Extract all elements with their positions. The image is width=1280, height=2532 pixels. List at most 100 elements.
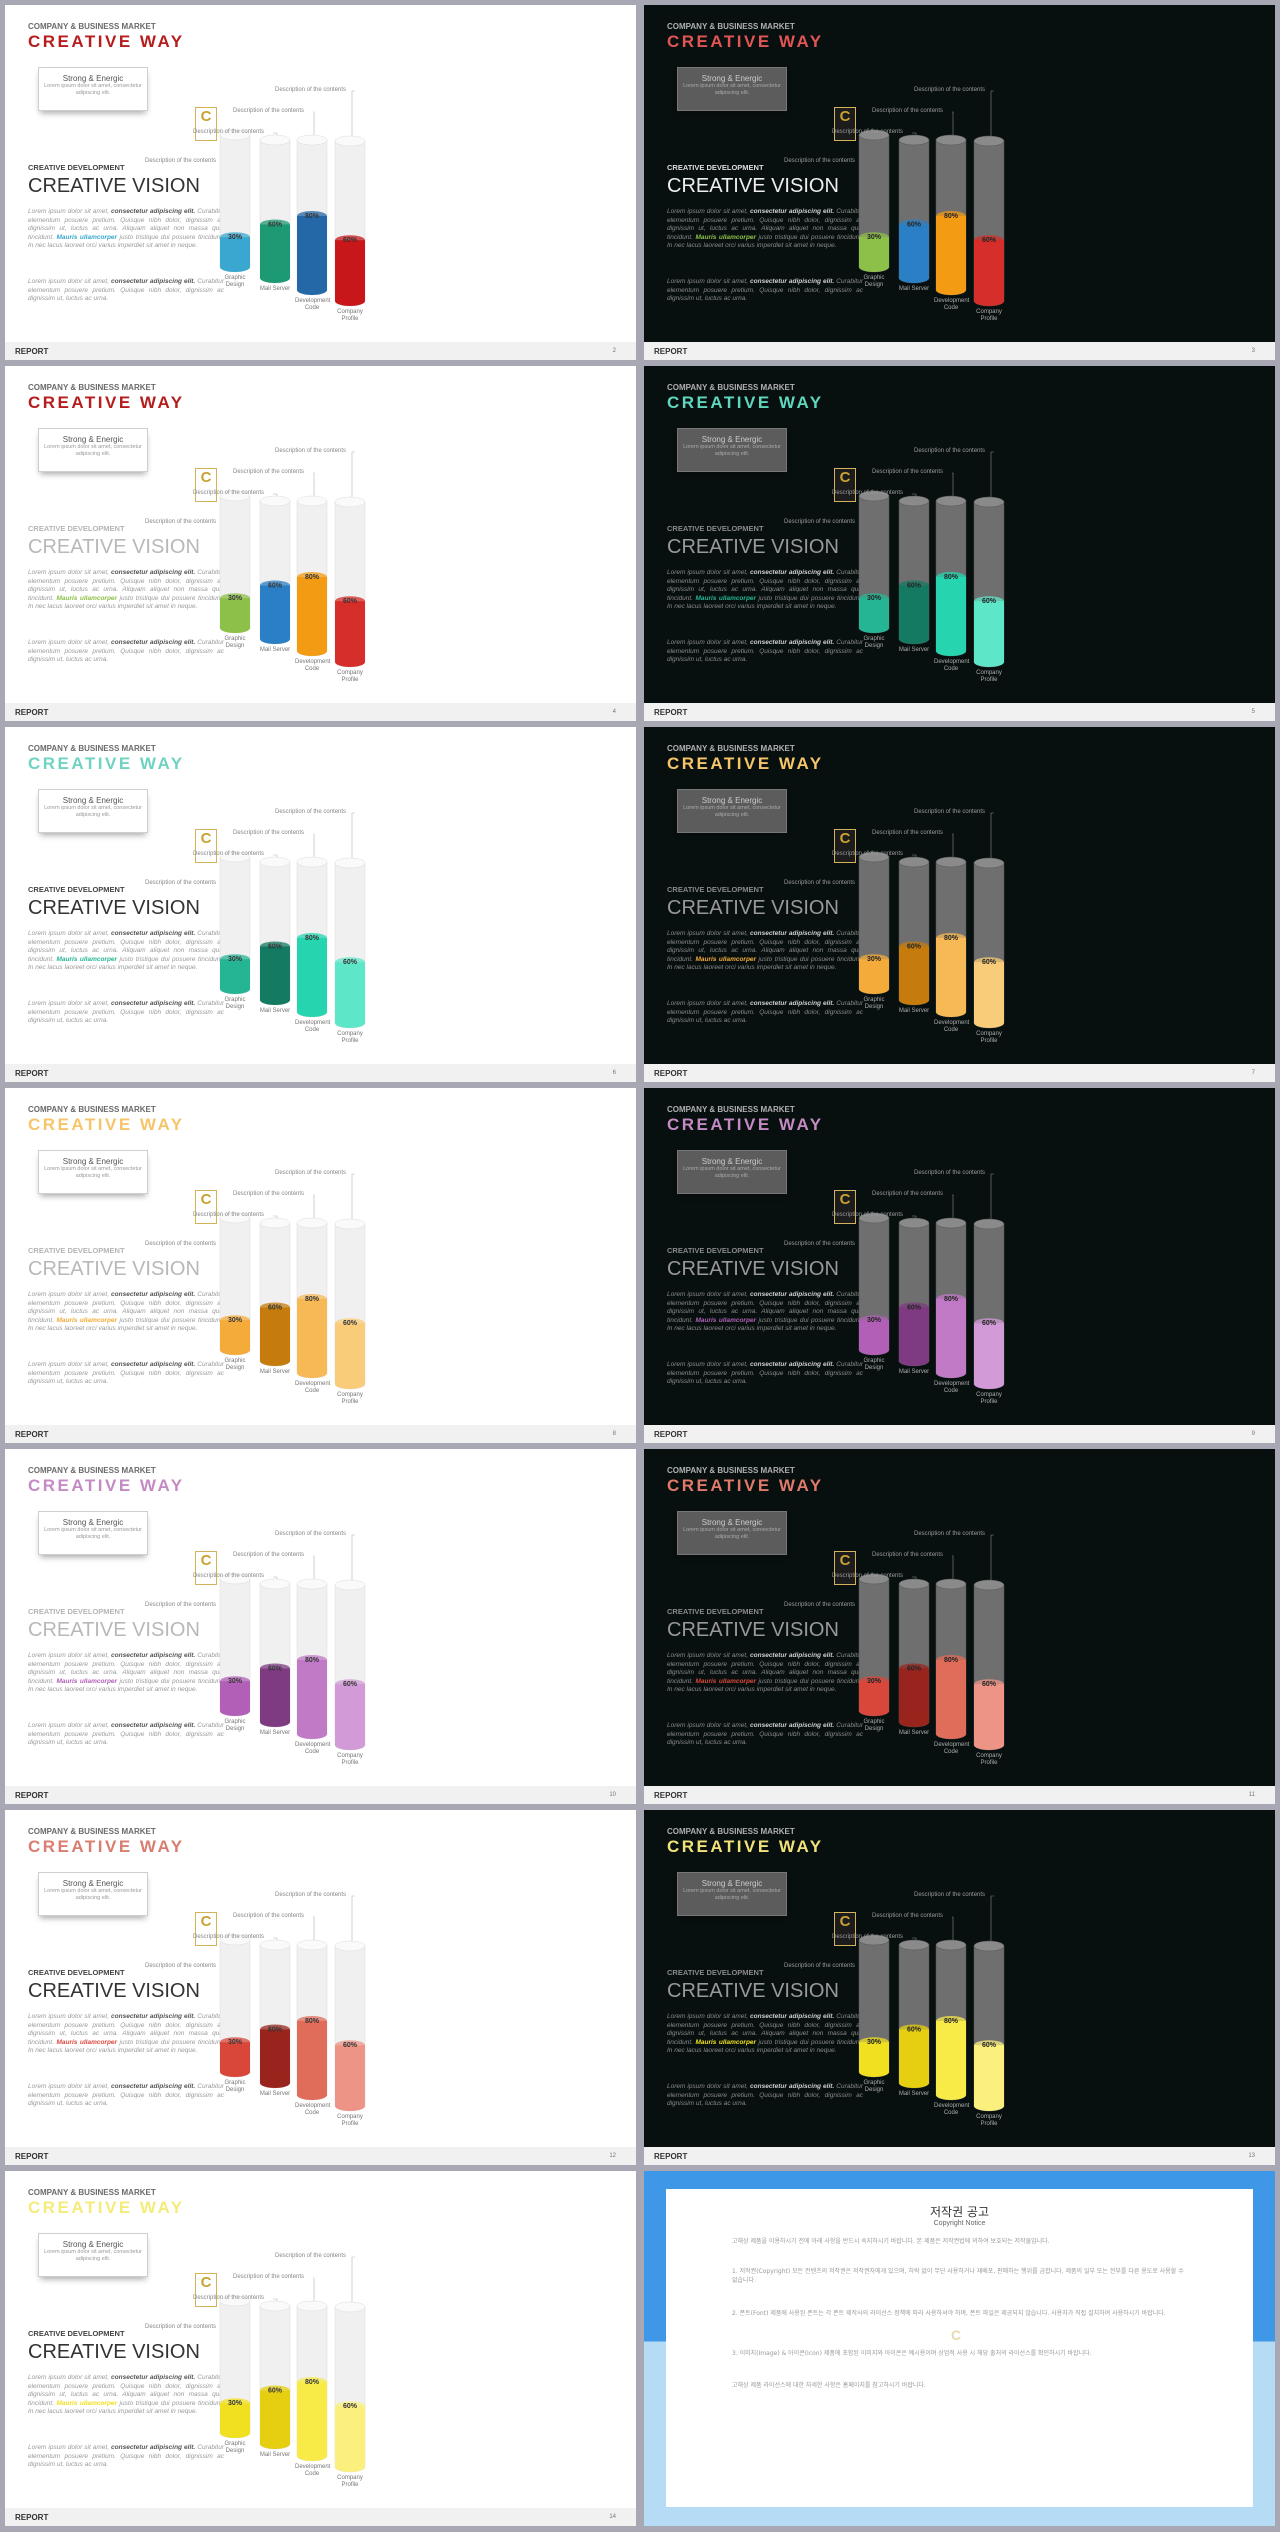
slide-8[interactable]: COMPANY & BUSINESS MARKET CREATIVE WAY Str… bbox=[5, 1088, 636, 1443]
cylinder-1: 30% bbox=[858, 1934, 890, 2078]
slide-12[interactable]: COMPANY & BUSINESS MARKET CREATIVE WAY Str… bbox=[5, 1810, 636, 2165]
cylinder-1: 30% bbox=[219, 851, 251, 995]
slide-14[interactable]: COMPANY & BUSINESS MARKET CREATIVE WAY Str… bbox=[5, 2171, 636, 2526]
cylinder-fill-base bbox=[297, 1007, 327, 1017]
cylinder-fill bbox=[260, 946, 290, 1000]
cylinder-top bbox=[858, 129, 890, 141]
cylinder-fill-base bbox=[335, 2462, 365, 2472]
cylinder-fill bbox=[260, 1668, 290, 1722]
slide-4[interactable]: COMPANY & BUSINESS MARKET CREATIVE WAY Str… bbox=[5, 366, 636, 721]
slide-footer: REPORT 3 bbox=[644, 342, 1275, 360]
cylinder-top bbox=[935, 495, 967, 507]
category-label: Development Code bbox=[934, 1381, 970, 1394]
value-label: 30% bbox=[867, 234, 882, 241]
slide-13[interactable]: COMPANY & BUSINESS MARKET CREATIVE WAY Str… bbox=[644, 1810, 1275, 2165]
para-text: Lorem ipsum dolor sit amet, bbox=[28, 2013, 112, 2020]
para-bold: consectetur adipiscing elit. bbox=[111, 1291, 196, 1298]
para-text: Curabitur elementum posuere pretium. Qui… bbox=[667, 2013, 863, 2046]
description-label: Description of the contents bbox=[193, 1934, 265, 1940]
slide-6[interactable]: COMPANY & BUSINESS MARKET CREATIVE WAY Str… bbox=[5, 727, 636, 1082]
value-label: 80% bbox=[305, 2018, 320, 2025]
cylinder-top bbox=[898, 134, 930, 146]
slide-3[interactable]: COMPANY & BUSINESS MARKET CREATIVE WAY Str… bbox=[644, 5, 1275, 360]
cylinder-top bbox=[259, 2300, 291, 2312]
description-label: Description of the contents bbox=[784, 519, 856, 525]
cylinder-fill bbox=[974, 1684, 1004, 1745]
description-label: Description of the contents bbox=[914, 87, 986, 93]
slide-footer: REPORT 5 bbox=[644, 703, 1275, 721]
cylinder-fill-base bbox=[335, 296, 365, 306]
cylinder-4: 60% bbox=[973, 451, 1005, 668]
para-text: Curabitur elementum posuere pretium. Qui… bbox=[667, 1722, 863, 1746]
leader-line bbox=[990, 90, 994, 139]
para-text: Curabitur elementum posuere pretium. Qui… bbox=[667, 639, 863, 663]
value-label: 30% bbox=[867, 956, 882, 963]
cylinder-fill-top bbox=[297, 933, 327, 943]
description-label: Description of the contents bbox=[872, 830, 944, 836]
cylinder-2: 60% bbox=[898, 854, 930, 1006]
description-label: Description of the contents bbox=[193, 851, 265, 857]
cylinder-fill-base bbox=[335, 1018, 365, 1028]
description-label: Description of the contents bbox=[832, 1934, 904, 1940]
para-bold: consectetur adipiscing elit. bbox=[750, 1722, 835, 1729]
value-label: 60% bbox=[982, 959, 997, 966]
para-text: Lorem ipsum dolor sit amet, bbox=[28, 278, 112, 285]
strong-subtitle: Lorem ipsum dolor sit amet, consectetur … bbox=[683, 1527, 781, 1540]
cylinder-fill-base bbox=[335, 1379, 365, 1389]
page-number: 9 bbox=[1251, 1431, 1255, 1437]
cylinder-top bbox=[334, 135, 366, 147]
cylinder-top bbox=[858, 1573, 890, 1585]
cylinder-fill-top bbox=[260, 2385, 290, 2396]
development-label: CREATIVE DEVELOPMENT bbox=[28, 1607, 125, 1616]
strong-box: Strong & Energic Lorem ipsum dolor sit am… bbox=[677, 1511, 787, 1555]
leader-line bbox=[952, 1194, 954, 1221]
cylinder-fill bbox=[974, 240, 1004, 301]
description-label: Description of the contents bbox=[275, 448, 347, 454]
cylinder-fill-base bbox=[220, 262, 250, 272]
description-label: Description of the contents bbox=[193, 490, 265, 496]
vision-heading: CREATIVE VISION bbox=[28, 536, 200, 558]
footer-report: REPORT bbox=[654, 1430, 688, 1439]
cylinder-chart: 30% 60% 80% 60% bbox=[858, 90, 1005, 307]
strong-title: Strong & Energic bbox=[62, 74, 124, 83]
page-number: 10 bbox=[609, 1792, 616, 1798]
slide-10[interactable]: COMPANY & BUSINESS MARKET CREATIVE WAY Str… bbox=[5, 1449, 636, 1804]
cylinder-fill bbox=[936, 2021, 966, 2095]
value-label: 60% bbox=[907, 1304, 922, 1311]
cylinder-fill-top bbox=[297, 572, 327, 582]
development-label: CREATIVE DEVELOPMENT bbox=[667, 1607, 764, 1616]
slide-9[interactable]: COMPANY & BUSINESS MARKET CREATIVE WAY Str… bbox=[644, 1088, 1275, 1443]
cylinder-fill-top bbox=[936, 2016, 966, 2026]
cylinder-fill-base bbox=[859, 2067, 889, 2077]
cylinder-fill-top bbox=[297, 2016, 327, 2026]
cylinder-top bbox=[219, 851, 251, 863]
strong-subtitle: Lorem ipsum dolor sit amet, consectetur … bbox=[683, 805, 781, 818]
page-number: 3 bbox=[1251, 348, 1255, 354]
cylinder-top bbox=[259, 856, 291, 868]
cylinder-fill-top bbox=[260, 1663, 290, 1674]
leader-line bbox=[952, 472, 954, 499]
copyright-slide[interactable]: 저작권 공고 Copyright Notice C 고해상 제품을 이용하시기 전에 … bbox=[644, 2171, 1275, 2526]
slide-2[interactable]: COMPANY & BUSINESS MARKET CREATIVE WAY Str… bbox=[5, 5, 636, 360]
slide-7[interactable]: COMPANY & BUSINESS MARKET CREATIVE WAY Str… bbox=[644, 727, 1275, 1082]
value-label: 30% bbox=[228, 2400, 243, 2407]
cylinder-fill bbox=[335, 1323, 365, 1384]
paragraph-1: Lorem ipsum dolor sit amet, consectetur … bbox=[667, 2013, 863, 2056]
para-text: Lorem ipsum dolor sit amet, bbox=[28, 930, 112, 937]
cylinder-fill-base bbox=[260, 634, 290, 644]
slide-11[interactable]: COMPANY & BUSINESS MARKET CREATIVE WAY Str… bbox=[644, 1449, 1275, 1804]
para-text: justo tristique dui posuere tincidunt. I… bbox=[667, 1677, 863, 1694]
vision-heading: CREATIVE VISION bbox=[667, 175, 839, 197]
value-label: 30% bbox=[228, 1678, 243, 1685]
para-highlight: Mauris ullamcorper bbox=[695, 594, 757, 602]
description-label: Description of the contents bbox=[233, 1552, 305, 1558]
category-label: Company Profile bbox=[976, 1392, 1002, 1405]
slide-title: CREATIVE WAY bbox=[28, 1476, 185, 1495]
slide-5[interactable]: COMPANY & BUSINESS MARKET CREATIVE WAY Str… bbox=[644, 366, 1275, 721]
description-label: Description of the contents bbox=[784, 1963, 856, 1969]
cylinder-fill-top bbox=[335, 957, 365, 968]
category-label: Graphic Design bbox=[224, 2441, 246, 2454]
cylinder-fill-base bbox=[859, 1706, 889, 1716]
value-label: 60% bbox=[268, 2026, 283, 2033]
category-label: Company Profile bbox=[976, 1753, 1002, 1766]
